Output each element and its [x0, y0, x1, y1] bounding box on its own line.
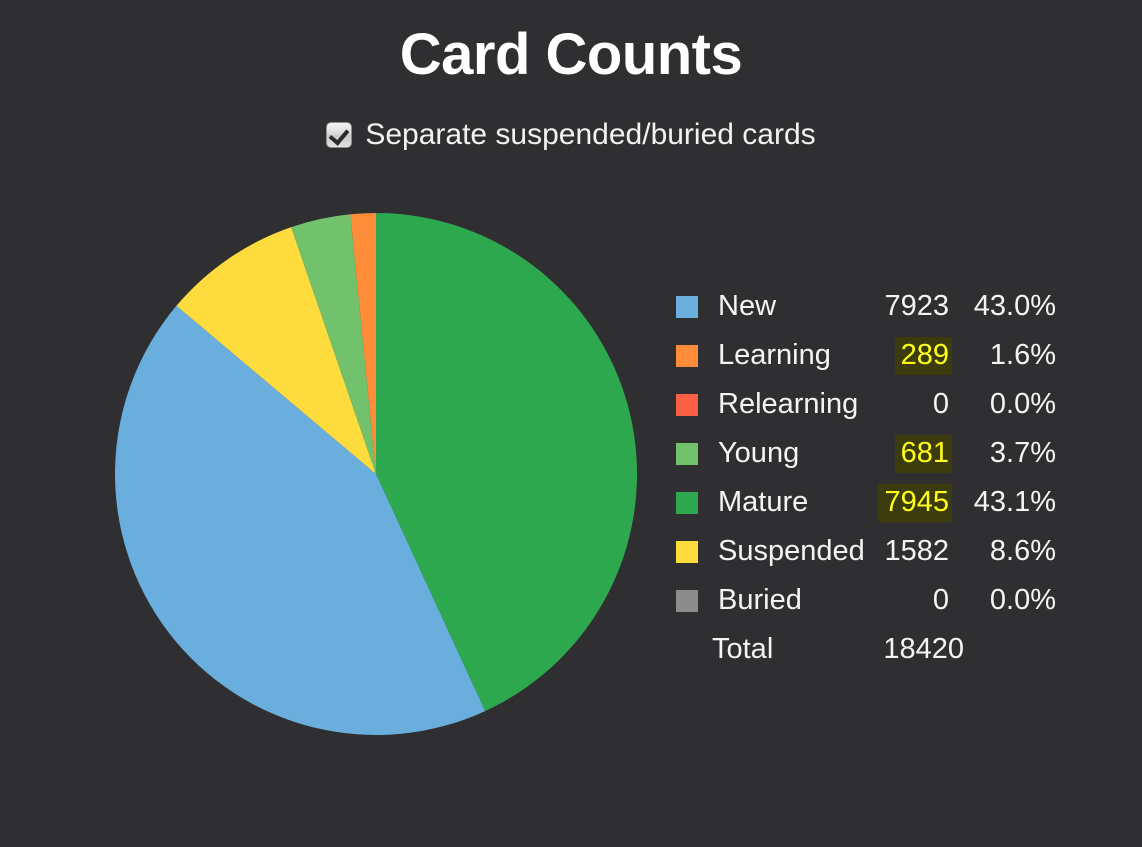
legend-count: 1582	[884, 534, 949, 567]
legend-row: Young 681 3.7%	[676, 429, 1056, 478]
legend-count: 681	[894, 434, 952, 473]
legend-color-swatch	[676, 344, 698, 367]
legend-color-swatch	[676, 540, 698, 563]
page-title: Card Counts	[399, 22, 743, 87]
legend-count: 289	[894, 336, 952, 375]
legend-label: Learning	[718, 339, 831, 371]
legend-color-swatch	[676, 491, 698, 514]
legend-row: Learning 289 1.6%	[676, 331, 1056, 380]
legend-percent: 3.7%	[989, 437, 1056, 469]
pie-slice	[350, 213, 376, 474]
legend-label: Relearning	[718, 388, 859, 420]
legend-label: Suspended	[718, 535, 865, 567]
pie-slice	[115, 305, 486, 735]
pie-svg	[115, 213, 637, 735]
legend-count: 7945	[878, 483, 952, 522]
separate-cards-option-row: Separate suspended/buried cards	[0, 120, 1142, 150]
legend-color-swatch	[676, 393, 698, 416]
legend-color-swatch	[676, 589, 698, 612]
legend-percent: 1.6%	[989, 339, 1056, 371]
legend-row: New 7923 43.0%	[676, 282, 1056, 331]
separate-suspended-buried-checkbox[interactable]	[326, 122, 353, 148]
legend-count: 0	[932, 583, 949, 616]
legend-color-swatch	[676, 295, 698, 318]
legend-percent: 8.6%	[989, 535, 1056, 567]
legend-count: 0	[932, 387, 949, 420]
legend-row: Suspended 1582 8.6%	[676, 527, 1056, 576]
legend-percent: 0.0%	[989, 584, 1056, 616]
pie-slice	[176, 227, 376, 474]
legend-total-row: Total 18420	[676, 625, 1056, 674]
legend-percent: 0.0%	[989, 388, 1056, 420]
pie-slice	[376, 213, 637, 712]
legend-label: New	[718, 290, 777, 322]
legend-percent: 43.0%	[973, 290, 1056, 322]
legend-label: Mature	[718, 486, 809, 518]
legend-label: Young	[718, 437, 800, 469]
separate-suspended-buried-label[interactable]: Separate suspended/buried cards	[365, 118, 816, 151]
card-counts-pie-chart	[115, 213, 637, 735]
chart-legend: New 7923 43.0% Learning 289 1.6% Relearning 0 0.…	[676, 282, 1056, 674]
legend-row: Relearning 0 0.0%	[676, 380, 1056, 429]
checkmark-icon	[328, 124, 350, 146]
legend-total-value: 18420	[883, 633, 964, 665]
legend-row: Mature 7945 43.1%	[676, 478, 1056, 527]
pie-slice	[291, 214, 376, 474]
legend-percent: 43.1%	[973, 486, 1056, 518]
legend-row: Buried 0 0.0%	[676, 576, 1056, 625]
legend-count: 7923	[884, 289, 949, 322]
legend-total-label: Total	[712, 633, 774, 665]
legend-color-swatch	[676, 442, 698, 465]
legend-label: Buried	[718, 584, 802, 616]
